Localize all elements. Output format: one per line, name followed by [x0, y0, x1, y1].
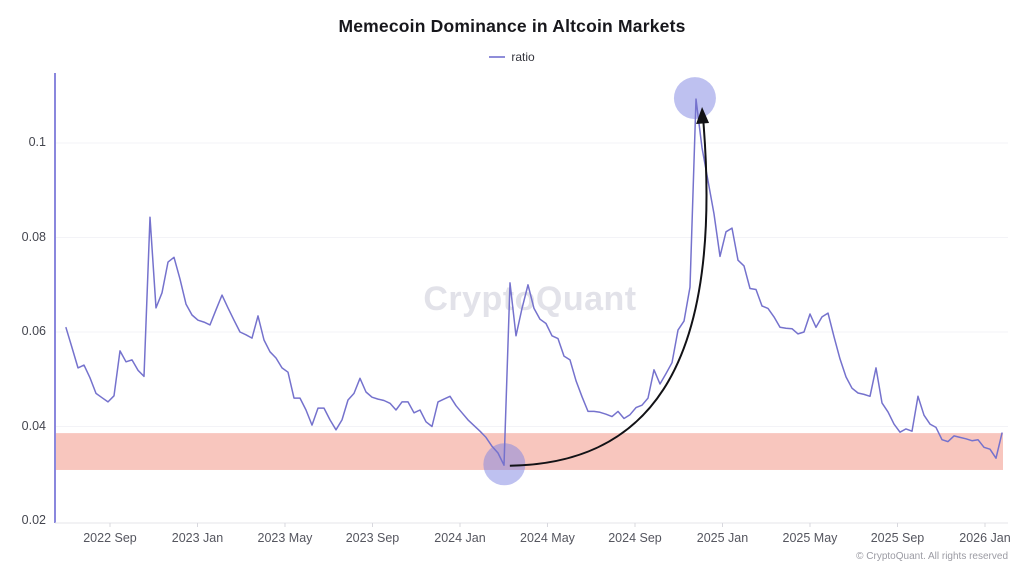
y-tick-label: 0.02 [21, 513, 46, 527]
y-tick-label: 0.08 [21, 229, 46, 244]
highlight-circle-cycle-peak [673, 77, 716, 120]
copyright-text: © CryptoQuant. All rights reserved [856, 551, 1008, 562]
ratio-line-series [65, 98, 1003, 466]
legend-item-ratio[interactable]: ratio [0, 50, 1024, 64]
y-tick-label: 0.1 [28, 135, 46, 149]
x-tick-label: 2023 Jan [171, 531, 224, 545]
x-tick-label: 2026 Jan [959, 531, 1011, 545]
x-tick-label: 2024 May [520, 531, 575, 545]
y-tick-label: 0.04 [21, 418, 46, 433]
x-tick-label: 2025 Jan [696, 531, 749, 545]
x-tick-label: 2024 Sep [608, 531, 662, 545]
y-tick-label: 0.06 [21, 324, 46, 338]
legend-label: ratio [511, 50, 535, 64]
chart-title: Memecoin Dominance in Altcoin Markets [338, 16, 686, 36]
x-tick-label: 2025 Sep [870, 531, 925, 545]
x-tick-label: 2022 Sep [83, 531, 137, 545]
x-tick-label: 2024 Jan [434, 531, 486, 545]
annotation-arrow-head [696, 106, 710, 124]
annotation-arrow-shaft [509, 117, 708, 467]
x-tick-label: 2023 May [257, 531, 313, 545]
x-tick-label: 2023 Sep [345, 531, 400, 545]
legend-line-swatch [489, 56, 506, 58]
x-tick-label: 2025 May [782, 531, 838, 545]
watermark-logo: CryptoQuant [423, 280, 637, 318]
